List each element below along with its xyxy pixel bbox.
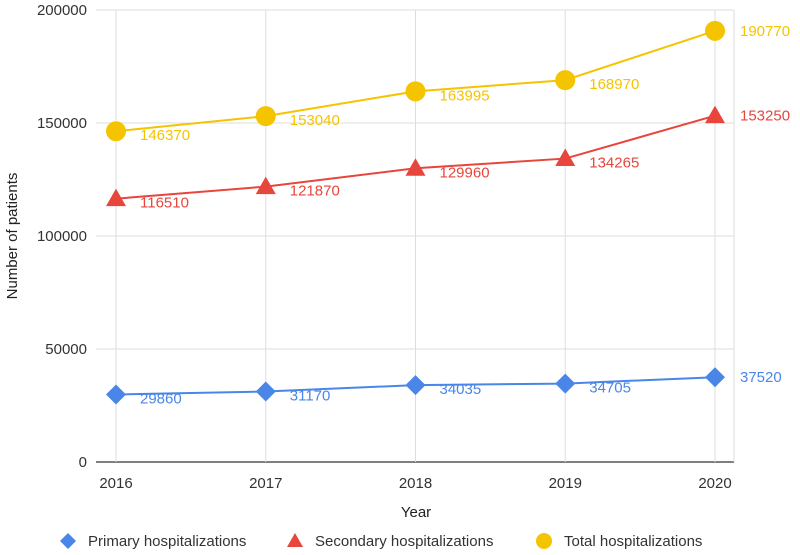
data-label-secondary: 134265 (589, 155, 639, 172)
data-label-primary: 34705 (589, 380, 631, 397)
data-label-total: 146370 (140, 127, 190, 144)
data-point-total (705, 20, 725, 41)
x-axis-title: Year (401, 504, 431, 521)
x-tick-label: 2019 (549, 475, 582, 492)
legend-marker-primary (60, 533, 76, 549)
y-tick-label: 150000 (37, 115, 87, 132)
data-point-secondary (705, 105, 725, 124)
legend-label-secondary: Secondary hospitalizations (315, 533, 493, 550)
legend-label-primary: Primary hospitalizations (88, 533, 246, 550)
data-label-total: 153040 (290, 112, 340, 129)
legend: Primary hospitalizations Secondary hospit… (60, 533, 702, 550)
y-axis-ticks: 0 50000 100000 150000 200000 (37, 2, 87, 471)
data-label-primary: 31170 (290, 388, 331, 405)
legend-marker-total (536, 533, 552, 549)
data-point-total (555, 70, 576, 91)
data-point-primary (405, 375, 426, 396)
y-tick-label: 200000 (37, 2, 87, 19)
y-tick-label: 50000 (45, 341, 87, 358)
data-label-primary: 34035 (440, 381, 482, 398)
y-tick-label: 100000 (37, 228, 87, 245)
x-tick-label: 2018 (399, 475, 432, 492)
x-tick-label: 2017 (249, 475, 282, 492)
y-axis-title: Number of patients (4, 173, 21, 300)
data-label-total: 168970 (589, 76, 639, 93)
plot-area: 29860 31170 34035 34705 37520 116510 121870 129… (106, 20, 790, 408)
data-label-secondary: 121870 (290, 183, 340, 200)
data-label-total: 163995 (440, 87, 490, 104)
data-point-primary (255, 381, 276, 402)
data-point-total (106, 121, 126, 142)
x-axis-ticks: 2016 2017 2018 2019 2020 (99, 475, 731, 492)
x-tick-label: 2016 (99, 475, 132, 492)
data-point-total (255, 106, 276, 127)
data-point-primary (705, 367, 725, 388)
data-point-secondary (255, 176, 276, 195)
data-point-secondary (555, 148, 576, 167)
data-point-total (405, 81, 426, 102)
y-tick-label: 0 (79, 454, 87, 471)
data-point-primary (106, 384, 126, 405)
data-label-secondary: 116510 (140, 195, 189, 212)
legend-label-total: Total hospitalizations (564, 533, 702, 550)
data-point-primary (555, 373, 576, 394)
legend-marker-secondary (287, 533, 303, 547)
data-point-secondary (405, 158, 426, 176)
data-label-primary: 37520 (740, 369, 782, 386)
data-label-primary: 29860 (140, 391, 182, 408)
data-label-secondary: 129960 (440, 164, 490, 181)
data-label-total: 190770 (740, 23, 790, 40)
data-point-secondary (106, 188, 126, 207)
x-tick-label: 2020 (698, 475, 731, 492)
data-label-secondary: 153250 (740, 108, 790, 125)
